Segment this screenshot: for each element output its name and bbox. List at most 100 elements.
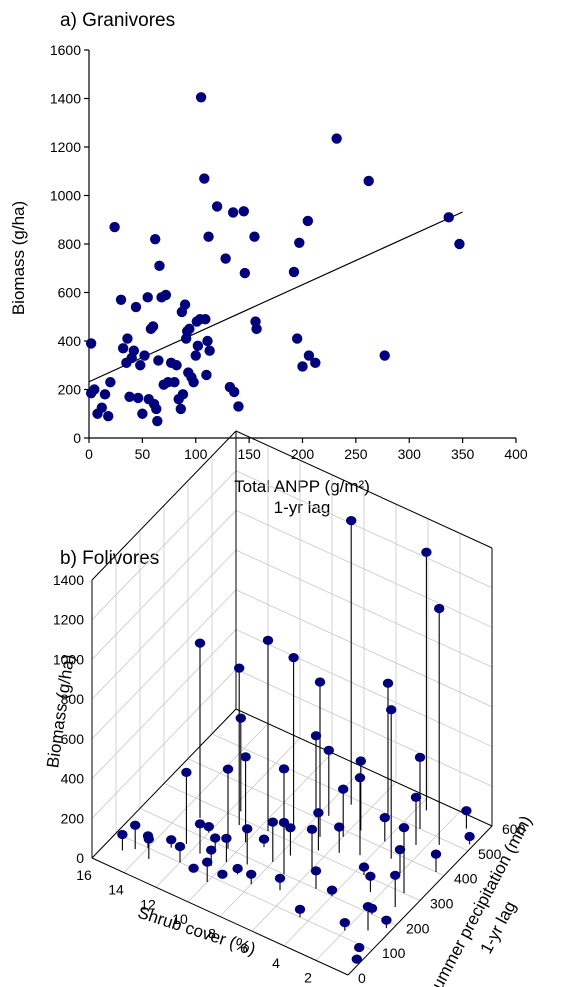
panel-a-regression-line bbox=[88, 211, 463, 383]
panel-a-y-axis-label: Biomass (g/ha) bbox=[9, 201, 28, 315]
panel-b-data-point bbox=[278, 764, 290, 774]
panel-b-floor-grid-line bbox=[163, 783, 421, 901]
panel-b-data-point bbox=[351, 954, 362, 964]
panel-a-data-point bbox=[135, 360, 146, 371]
panel-b-data-point bbox=[235, 713, 246, 723]
panel-b-data-point bbox=[382, 678, 394, 688]
panel-b-data-point bbox=[334, 822, 345, 832]
panel-a-data-point bbox=[211, 201, 223, 212]
panel-b-data-point bbox=[274, 873, 286, 883]
panel-b-z-tick-label: 200 bbox=[61, 810, 85, 826]
panel-b-data-point bbox=[234, 663, 245, 673]
panel-a-data-point bbox=[124, 391, 135, 402]
panel-a-data-point bbox=[303, 350, 315, 361]
panel-b-data-point bbox=[355, 756, 366, 766]
panel-a-data-point bbox=[175, 403, 187, 415]
panel-a-y-tick-label: 200 bbox=[58, 382, 82, 398]
panel-a-data-point bbox=[294, 237, 305, 248]
panel-b-x-tick-label: 14 bbox=[108, 882, 124, 898]
panel-a-y-tick-labels: 0 200 400 600 800 1000 1200 1400 1600 bbox=[50, 42, 81, 446]
panel-a-y-tick-label: 400 bbox=[58, 333, 82, 349]
panel-a-data-points bbox=[85, 92, 465, 427]
panel-b-data-point bbox=[143, 834, 154, 844]
panel-b-data-point bbox=[294, 904, 306, 914]
panel-b-data-points bbox=[117, 516, 475, 964]
panel-b-data-point bbox=[461, 806, 472, 816]
panel-b-y-tick-label: 600 bbox=[502, 821, 526, 837]
panel-a-data-point bbox=[128, 345, 140, 356]
panel-a-data-point bbox=[363, 175, 374, 187]
panel-b-y-tick-label: 100 bbox=[382, 945, 406, 961]
panel-a-x-axis-label-line2: 1-yr lag bbox=[274, 498, 331, 517]
panel-a-y-tick-label: 1400 bbox=[50, 91, 81, 107]
panel-b-x-tick-label: 10 bbox=[172, 911, 188, 927]
panel-b-data-point bbox=[188, 863, 199, 873]
panel-a-data-point bbox=[233, 401, 244, 412]
panel-b-frame-edge bbox=[347, 825, 493, 976]
panel-a-x-tick-label: 0 bbox=[85, 446, 93, 462]
panel-a-data-point bbox=[238, 206, 249, 217]
panel-b-frame-edge bbox=[91, 430, 237, 581]
panel-b-data-point bbox=[434, 603, 445, 614]
panel-a-data-point bbox=[228, 386, 240, 398]
panel-b-data-point bbox=[232, 863, 243, 874]
panel-b-data-point bbox=[288, 653, 299, 663]
panel-b-y-tick-label: 300 bbox=[430, 896, 454, 912]
panel-a-y-tick-label: 1000 bbox=[50, 188, 81, 204]
panel-b-z-tick-label: 800 bbox=[61, 691, 85, 707]
panel-a-data-point bbox=[202, 335, 213, 347]
panel-a-data-point bbox=[291, 333, 303, 344]
panel-a-y-tick-label: 600 bbox=[58, 285, 82, 301]
panel-b-x-tick-labels: 0 2 4 6 8 10 12 14 16 bbox=[76, 867, 344, 987]
panel-a-data-point bbox=[201, 369, 212, 381]
panel-b-data-point bbox=[323, 745, 334, 755]
panel-a-data-point bbox=[103, 410, 114, 422]
panel-a-data-point bbox=[147, 321, 159, 332]
panel-b-floor-grid-line bbox=[115, 832, 373, 951]
panel-b-data-point bbox=[130, 820, 141, 830]
panel-a-x-axis-label: Total ANPP (g/m²) bbox=[234, 477, 370, 496]
panel-b-data-point bbox=[362, 902, 374, 912]
panel-b-z-tick-label: 400 bbox=[61, 771, 85, 787]
panel-a-data-point bbox=[443, 212, 454, 223]
panel-a-data-point bbox=[154, 260, 165, 272]
panel-a-x-tick-label: 300 bbox=[398, 446, 422, 462]
panel-a-data-point bbox=[177, 389, 189, 400]
panel-b-data-point bbox=[210, 833, 221, 843]
panel-b-data-point bbox=[203, 822, 214, 832]
panel-b-frame-edge bbox=[91, 708, 237, 859]
panel-a-data-point bbox=[122, 333, 133, 344]
panel-a-data-point bbox=[454, 238, 465, 250]
panel-b-x-tick-label: 2 bbox=[304, 969, 312, 985]
panel-b-data-point bbox=[194, 638, 206, 648]
panel-a-data-point bbox=[89, 384, 100, 395]
panel-b-data-point bbox=[306, 824, 318, 834]
panel-b-floor-grid-line bbox=[139, 807, 397, 926]
panel-a-data-point bbox=[99, 389, 111, 400]
panel-a-data-point bbox=[192, 340, 204, 352]
panel-a-data-point bbox=[251, 323, 262, 335]
panel-a-data-point bbox=[171, 360, 182, 371]
panel-a-data-point bbox=[152, 415, 163, 427]
panel-b-data-point bbox=[398, 823, 410, 833]
panel-a-data-point bbox=[220, 253, 231, 264]
panel-b-data-point bbox=[206, 845, 217, 855]
panel-b-z-tick-label: 1200 bbox=[53, 612, 84, 628]
panel-b-z-tick-labels: 0 200 400 600 800 1000 1200 1400 bbox=[53, 572, 84, 866]
panel-b-x-tick-label: 12 bbox=[140, 896, 156, 912]
panel-b-data-point bbox=[326, 885, 338, 895]
panel-a-data-point bbox=[160, 289, 172, 301]
panel-a-data-point bbox=[310, 357, 321, 369]
panel-b-data-point bbox=[354, 942, 365, 953]
panel-b-y-tick-label: 400 bbox=[454, 871, 478, 887]
panel-b-data-point bbox=[202, 857, 213, 867]
panel-b-x-tick-label: 16 bbox=[76, 867, 92, 883]
panel-b-data-point bbox=[394, 845, 406, 855]
panel-b-data-point bbox=[365, 871, 376, 881]
panel-b-data-point bbox=[246, 869, 257, 879]
panel-a-data-point bbox=[200, 313, 211, 325]
panel-b-frame-edge bbox=[91, 857, 349, 976]
panel-b-x-tick-label: 6 bbox=[240, 940, 248, 956]
